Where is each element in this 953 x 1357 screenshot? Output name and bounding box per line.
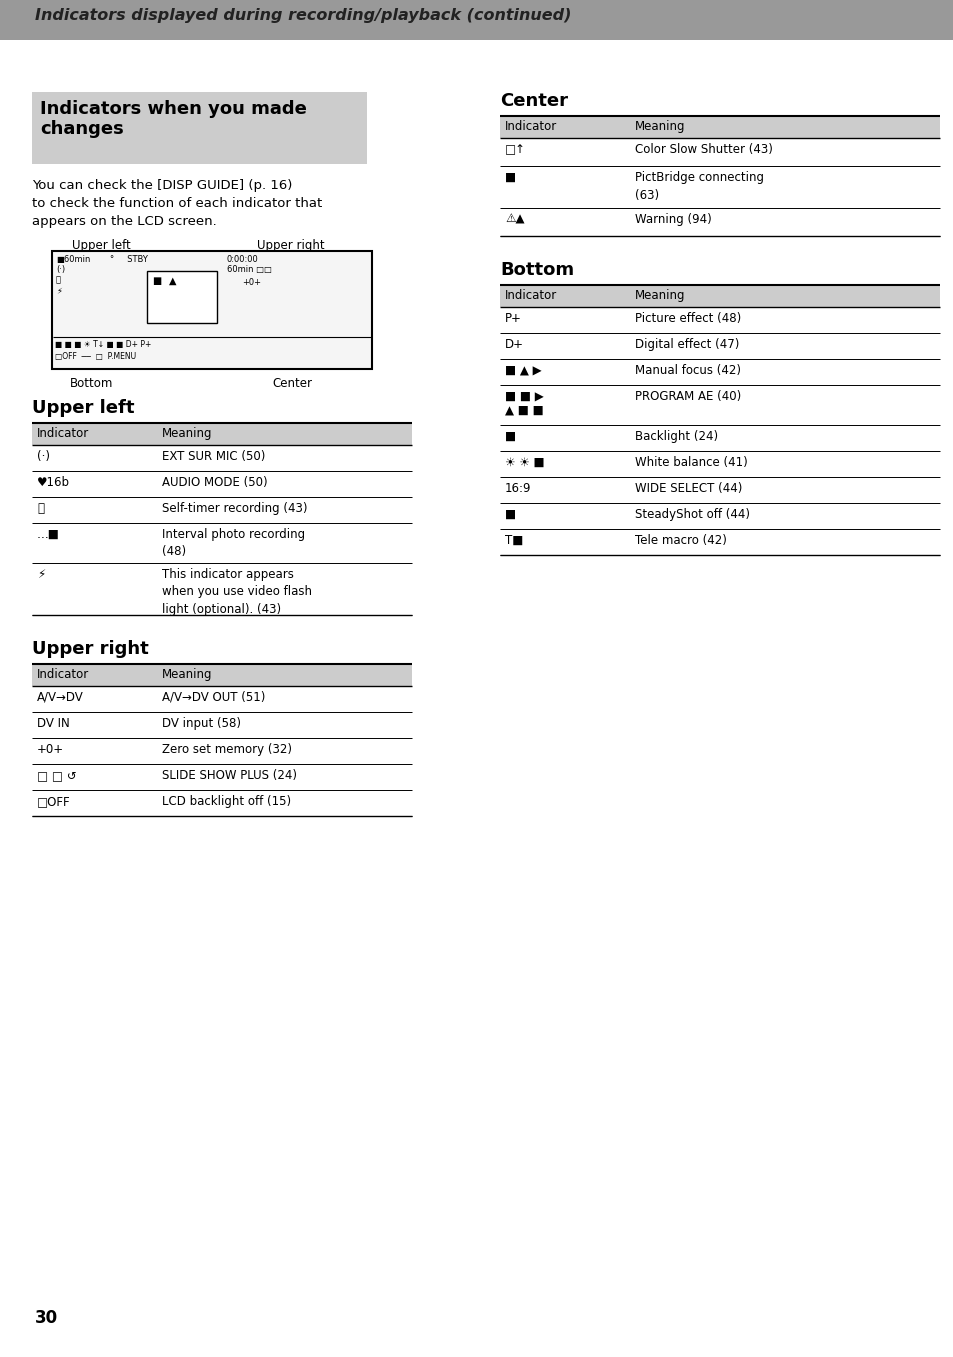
Text: Zero set memory (32): Zero set memory (32) — [162, 744, 292, 756]
Text: +0+: +0+ — [242, 278, 261, 286]
Text: T■: T■ — [504, 535, 523, 547]
Text: appears on the LCD screen.: appears on the LCD screen. — [32, 214, 216, 228]
Text: ⚡: ⚡ — [56, 286, 62, 294]
Text: PROGRAM AE (40): PROGRAM AE (40) — [635, 389, 740, 403]
Text: Digital effect (47): Digital effect (47) — [635, 338, 739, 351]
Bar — [32, 423, 412, 445]
Text: 30: 30 — [35, 1310, 58, 1327]
Text: …■: …■ — [37, 528, 60, 541]
Text: Color Slow Shutter (43): Color Slow Shutter (43) — [635, 142, 772, 156]
Text: Meaning: Meaning — [162, 427, 213, 440]
Text: You can check the [DISP GUIDE] (p. 16): You can check the [DISP GUIDE] (p. 16) — [32, 179, 292, 191]
Bar — [32, 92, 367, 164]
Text: 60min □□: 60min □□ — [227, 265, 272, 274]
Bar — [499, 115, 939, 138]
Text: Indicator: Indicator — [37, 668, 90, 681]
Text: ▲: ▲ — [169, 275, 176, 286]
Text: PictBridge connecting
(63): PictBridge connecting (63) — [635, 171, 763, 201]
Text: +0+: +0+ — [37, 744, 64, 756]
Text: ■: ■ — [504, 171, 516, 185]
Text: Center: Center — [499, 92, 567, 110]
Text: Interval photo recording
(48): Interval photo recording (48) — [162, 528, 305, 559]
Text: □↑: □↑ — [504, 142, 525, 156]
Text: ⚠▲: ⚠▲ — [504, 213, 524, 227]
Text: to check the function of each indicator that: to check the function of each indicator … — [32, 197, 322, 210]
Text: ■ ▲ ▶: ■ ▲ ▶ — [504, 364, 541, 377]
Text: ⌛: ⌛ — [56, 275, 61, 284]
Text: Manual focus (42): Manual focus (42) — [635, 364, 740, 377]
Text: ■: ■ — [504, 430, 516, 442]
Text: ■: ■ — [504, 508, 516, 521]
Text: ⚡: ⚡ — [37, 569, 45, 581]
Text: ■60min: ■60min — [56, 255, 91, 265]
Text: Indicators when you made: Indicators when you made — [40, 100, 307, 118]
Bar — [147, 271, 216, 323]
Text: DV IN: DV IN — [37, 716, 70, 730]
Bar — [32, 664, 412, 687]
Text: ♥16b: ♥16b — [37, 476, 70, 489]
Text: Upper left: Upper left — [71, 239, 131, 252]
Text: 16:9: 16:9 — [504, 482, 531, 495]
Text: (·): (·) — [37, 451, 50, 463]
Text: 0:00:00: 0:00:00 — [227, 255, 258, 265]
Text: ■ ■ ■ ☀ T↓ ■ ■ D+ P+: ■ ■ ■ ☀ T↓ ■ ■ D+ P+ — [55, 341, 152, 349]
Bar — [52, 251, 372, 369]
Text: White balance (41): White balance (41) — [635, 456, 747, 470]
Text: Indicator: Indicator — [504, 289, 557, 303]
Text: This indicator appears
when you use video flash
light (optional). (43): This indicator appears when you use vide… — [162, 569, 312, 616]
Text: WIDE SELECT (44): WIDE SELECT (44) — [635, 482, 741, 495]
Text: □ □ ↺: □ □ ↺ — [37, 769, 76, 782]
Text: Indicator: Indicator — [504, 119, 557, 133]
Text: Self-timer recording (43): Self-timer recording (43) — [162, 502, 307, 516]
Text: Indicators displayed during recording/playback (continued): Indicators displayed during recording/pl… — [35, 8, 571, 23]
Text: AUDIO MODE (50): AUDIO MODE (50) — [162, 476, 268, 489]
Text: Bottom: Bottom — [499, 261, 574, 280]
Text: Upper left: Upper left — [32, 399, 134, 417]
Text: D+: D+ — [504, 338, 523, 351]
Text: Backlight (24): Backlight (24) — [635, 430, 718, 442]
Text: □OFF: □OFF — [37, 795, 71, 807]
Text: Indicator: Indicator — [37, 427, 90, 440]
Text: Bottom: Bottom — [70, 377, 113, 389]
Text: Picture effect (48): Picture effect (48) — [635, 312, 740, 324]
Text: A/V→DV OUT (51): A/V→DV OUT (51) — [162, 691, 265, 704]
Text: Meaning: Meaning — [162, 668, 213, 681]
Text: ⌛: ⌛ — [37, 502, 44, 516]
Text: Center: Center — [272, 377, 312, 389]
Text: ■: ■ — [152, 275, 161, 286]
Text: ■ ■ ▶: ■ ■ ▶ — [504, 389, 543, 403]
Text: Tele macro (42): Tele macro (42) — [635, 535, 726, 547]
Text: (·): (·) — [56, 265, 65, 274]
Text: Upper right: Upper right — [32, 641, 149, 658]
Text: Meaning: Meaning — [635, 119, 685, 133]
Bar — [499, 285, 939, 307]
Text: DV input (58): DV input (58) — [162, 716, 241, 730]
Text: A/V→DV: A/V→DV — [37, 691, 84, 704]
Text: °     STBY: ° STBY — [110, 255, 148, 265]
Text: ▲ ■ ■: ▲ ■ ■ — [504, 404, 543, 417]
Text: SLIDE SHOW PLUS (24): SLIDE SHOW PLUS (24) — [162, 769, 296, 782]
Text: LCD backlight off (15): LCD backlight off (15) — [162, 795, 291, 807]
Text: EXT SUR MIC (50): EXT SUR MIC (50) — [162, 451, 265, 463]
Text: Upper right: Upper right — [256, 239, 324, 252]
Text: changes: changes — [40, 119, 124, 138]
Text: ☀ ☀ ■: ☀ ☀ ■ — [504, 456, 544, 470]
Text: SteadyShot off (44): SteadyShot off (44) — [635, 508, 749, 521]
Text: Warning (94): Warning (94) — [635, 213, 711, 227]
Bar — [0, 0, 953, 39]
Text: □OFF  ──  □  P.MENU: □OFF ── □ P.MENU — [55, 351, 136, 361]
Text: P+: P+ — [504, 312, 521, 324]
Text: Meaning: Meaning — [635, 289, 685, 303]
